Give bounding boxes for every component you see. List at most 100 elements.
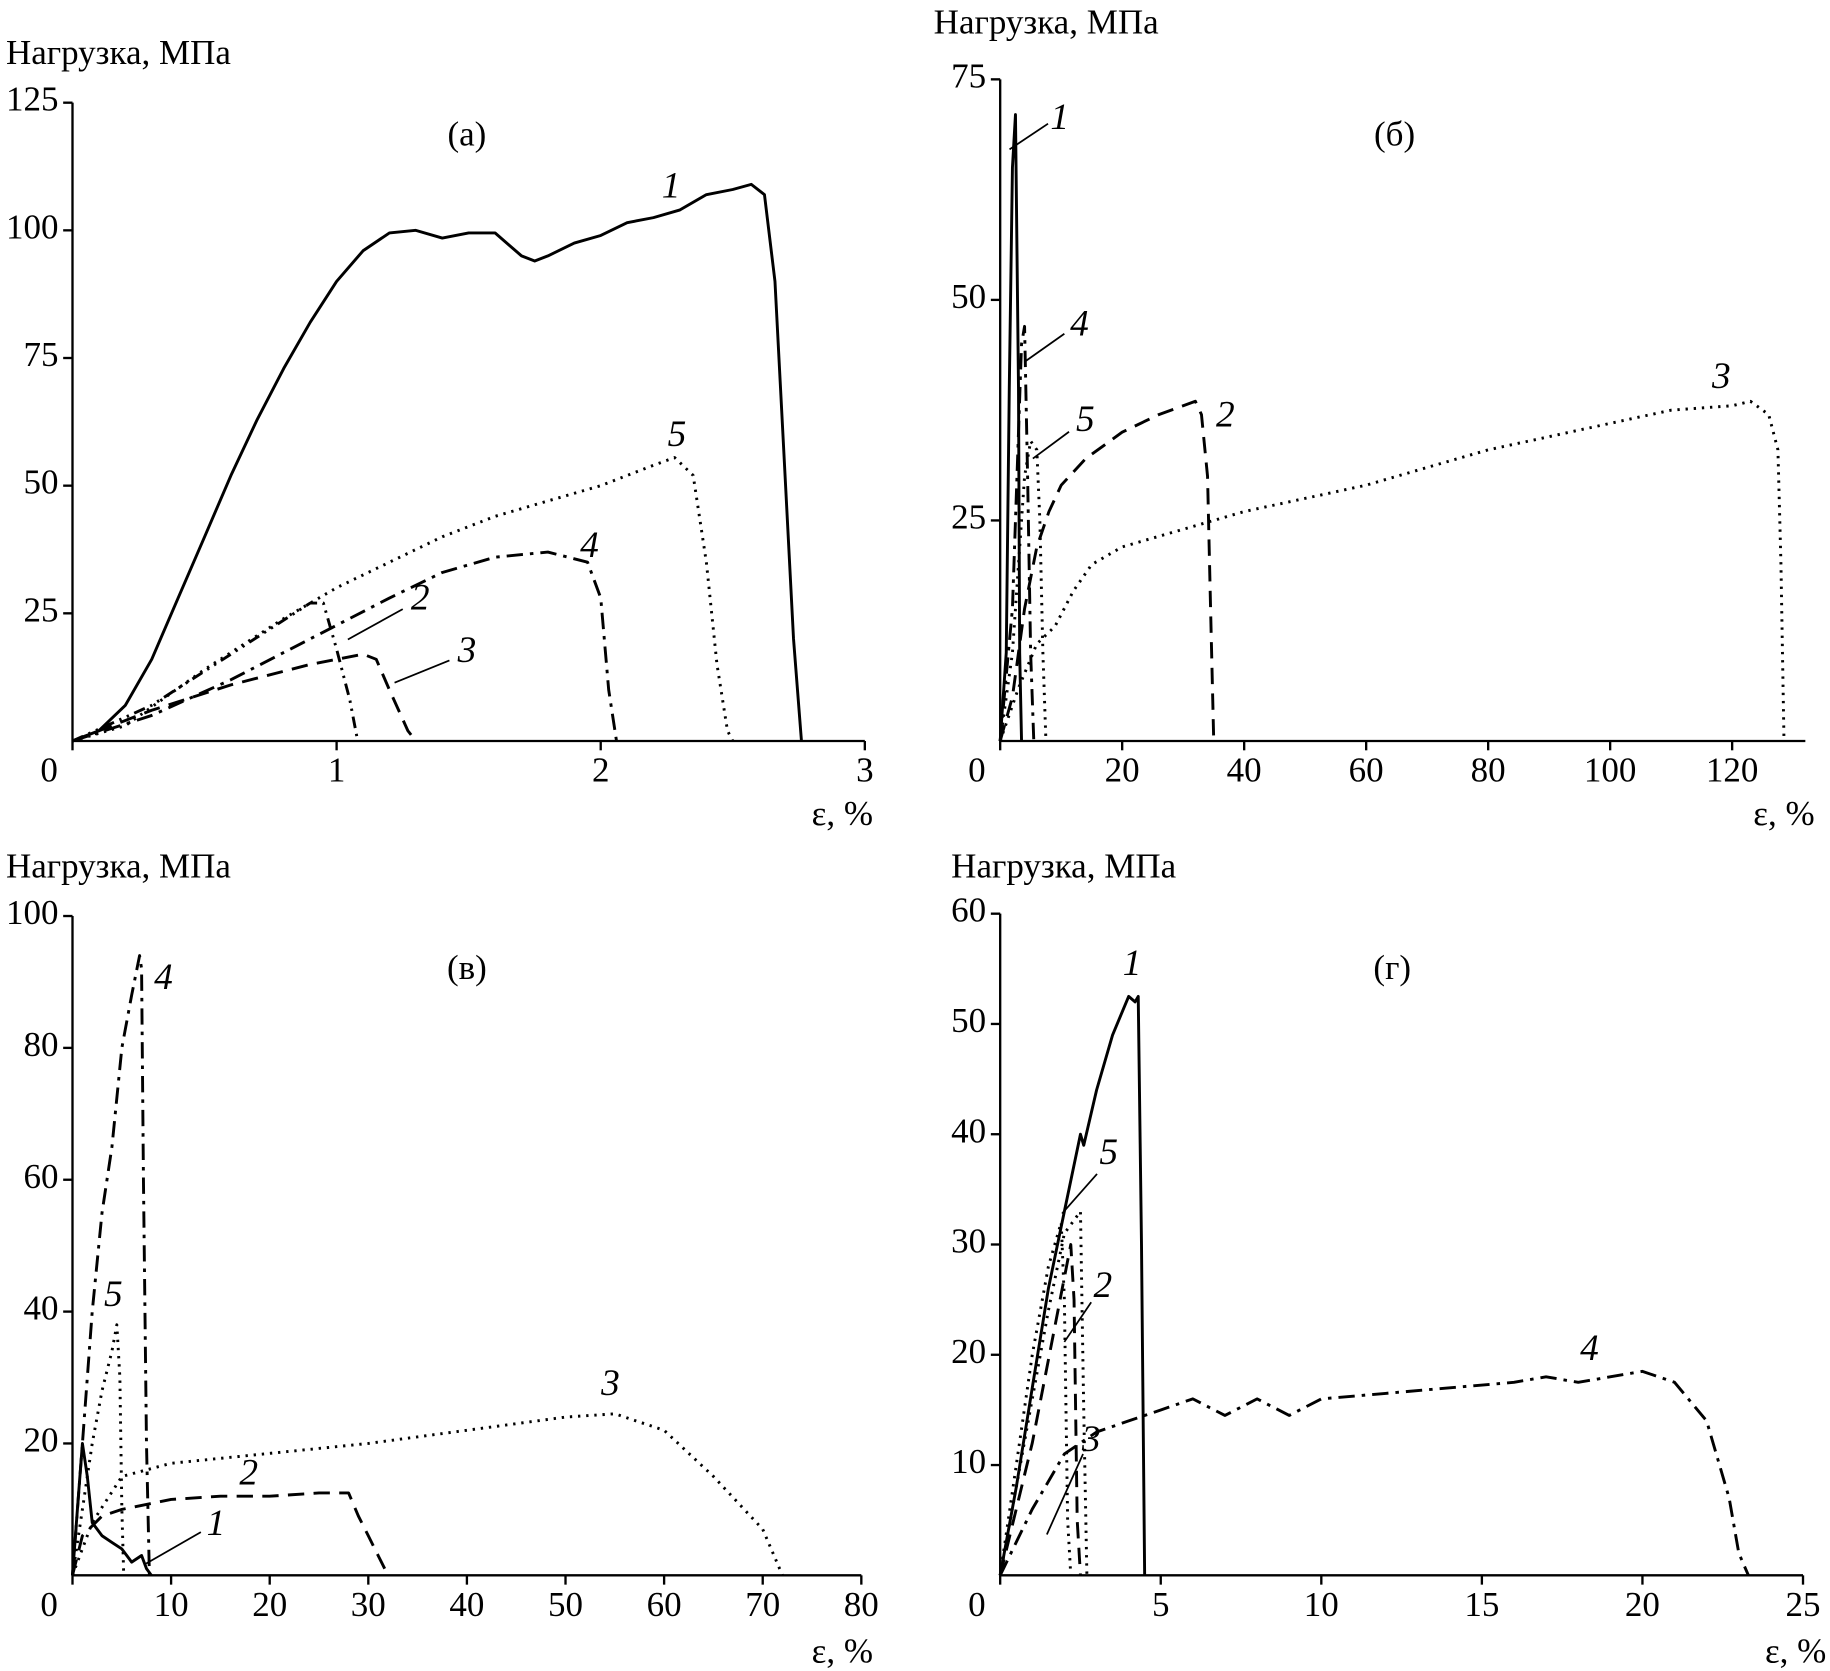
y-tick-label: 100 [6,207,59,246]
x-tick-label: 2 [592,751,610,790]
series-label: 3 [457,630,477,671]
series-line [71,1412,784,1576]
series-label: 3 [1711,356,1731,397]
series-line [998,994,1147,1576]
y-tick-label: 80 [23,1025,58,1064]
series-label: 4 [1580,1328,1599,1369]
series-label: 3 [600,1363,620,1404]
x-tick-label: 40 [1227,751,1262,790]
y-tick-label: 30 [951,1222,986,1261]
x-axis-label: ε, % [1753,794,1814,833]
y-axis-label: Нагрузка, МПа [6,33,231,72]
series-line [71,954,151,1576]
x-axis-label: ε, % [812,794,873,833]
series-line [998,1220,1073,1576]
x-tick-label: 20 [1625,1585,1660,1624]
series-label: 1 [207,1503,226,1544]
series-line [998,1243,1082,1576]
series-line [998,324,1036,742]
series-line [71,601,360,743]
x-tick-label: 60 [1349,751,1384,790]
y-axis-label: Нагрузка, МПа [951,846,1176,885]
series-line [998,113,1023,742]
leader-line [394,659,450,684]
x-tick-label: 1 [328,751,346,790]
series-label: 4 [154,957,173,998]
leader-line [1061,1173,1098,1215]
x-tick-label: 10 [154,1585,189,1624]
y-tick-label: 60 [23,1157,58,1196]
series-line [72,456,735,743]
series-line [71,1441,153,1577]
y-tick-label: 25 [23,590,58,629]
x-tick-label: 5 [1152,1585,1170,1624]
leader-line [1063,1301,1092,1343]
y-tick-label: 10 [951,1442,986,1481]
x-tick-label: 40 [449,1585,484,1624]
x-tick-label: 25 [1786,1585,1821,1624]
x-axis-label: ε, % [812,1632,873,1671]
series-line [71,652,417,743]
leader-line [347,608,404,641]
x-tick-label: 10 [1304,1585,1339,1624]
chart-title: (в) [447,948,487,987]
x-tick-label: 3 [856,751,874,790]
series-line [71,1491,390,1576]
series-label: 1 [1050,97,1069,138]
chart-title: (а) [447,115,486,154]
y-tick-label: 40 [951,1111,986,1150]
series-label: 5 [1099,1132,1118,1173]
y-tick-label: 25 [951,497,986,536]
series-label: 2 [1094,1265,1113,1306]
x-tick-label: 70 [745,1585,780,1624]
x-tick-label: 15 [1464,1585,1499,1624]
y-axis-label: Нагрузка, МПа [934,3,1159,42]
chart-title: (б) [1374,115,1415,154]
series-label: 5 [1076,399,1095,440]
series-line [998,1369,1750,1576]
x-tick-label: 100 [1584,751,1636,790]
series-label: 2 [1216,394,1235,435]
x-tick-label: 0 [968,751,986,790]
y-tick-label: 75 [23,335,58,374]
x-tick-label: 80 [1471,751,1506,790]
y-tick-label: 20 [23,1420,58,1459]
series-label: 5 [104,1274,123,1315]
series-label: 5 [668,414,687,455]
x-tick-label: 0 [40,1585,57,1624]
leader-line [1046,1453,1084,1535]
y-tick-label: 75 [951,56,986,95]
series-label: 2 [239,1453,258,1494]
series-label: 4 [580,525,599,566]
leader-line [145,1531,202,1565]
y-tick-label: 60 [951,891,986,930]
x-axis-label: ε, % [1765,1632,1826,1671]
x-tick-label: 60 [647,1585,682,1624]
series-label: 4 [1070,303,1089,344]
x-tick-label: 30 [351,1585,386,1624]
series-line [71,1323,126,1576]
x-tick-label: 50 [548,1585,583,1624]
y-tick-label: 100 [6,893,59,932]
x-tick-label: 20 [252,1585,287,1624]
series-label: 1 [1123,943,1142,984]
y-tick-label: 50 [951,1001,986,1040]
x-tick-label: 20 [1105,751,1140,790]
series-line [72,550,618,743]
leader-line [1032,431,1070,460]
series-line [998,399,1786,742]
series-line [71,182,803,743]
series-label: 1 [662,166,681,207]
chart-title: (г) [1373,948,1411,987]
series-line [998,1210,1089,1576]
y-tick-label: 20 [951,1332,986,1371]
x-tick-label: 80 [844,1585,879,1624]
x-tick-label: 120 [1706,751,1759,790]
series-label: 2 [411,578,430,619]
leader-line [1024,333,1065,363]
y-axis-label: Нагрузка, МПа [6,846,231,885]
y-tick-label: 50 [951,277,986,316]
y-tick-label: 40 [23,1289,58,1328]
